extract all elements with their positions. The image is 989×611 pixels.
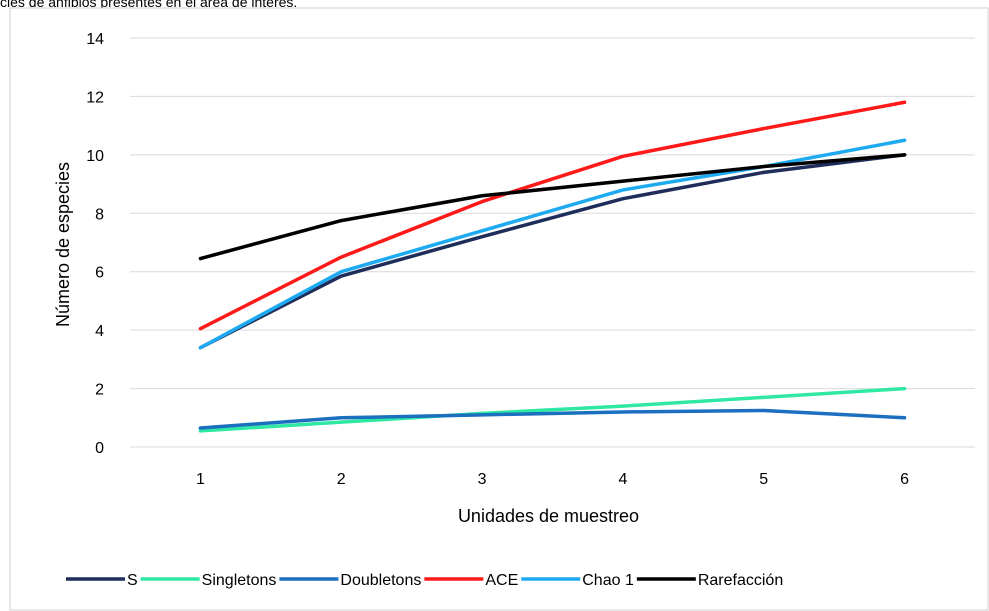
legend-label: Doubletons bbox=[340, 572, 421, 589]
figure-caption: cies de anfibios presentes en el área de… bbox=[0, 0, 298, 10]
gridlines bbox=[130, 37, 975, 448]
legend-label: Rarefacción bbox=[698, 572, 783, 589]
y-axis-title: Número de especies bbox=[53, 162, 73, 327]
y-tick-label: 2 bbox=[95, 382, 104, 399]
y-tick-label: 8 bbox=[95, 206, 104, 223]
series-line bbox=[198, 408, 907, 430]
x-tick-label: 4 bbox=[618, 471, 627, 488]
y-tick-labels: 0 2 4 6 8 10 12 14 bbox=[86, 31, 104, 457]
legend-label: Chao 1 bbox=[582, 572, 634, 589]
x-tick-label: 5 bbox=[759, 471, 768, 488]
x-tick-labels: 1 2 3 4 5 6 bbox=[196, 471, 909, 488]
series-line bbox=[198, 138, 907, 350]
x-tick-label: 1 bbox=[196, 471, 205, 488]
legend-label: S bbox=[127, 572, 138, 589]
y-tick-label: 6 bbox=[95, 265, 104, 282]
series-line bbox=[198, 100, 907, 331]
legend-label: Singletons bbox=[202, 572, 277, 589]
y-tick-label: 0 bbox=[95, 440, 104, 457]
chart-frame bbox=[9, 7, 989, 611]
x-tick-label: 2 bbox=[337, 471, 346, 488]
x-tick-label: 3 bbox=[478, 471, 487, 488]
y-tick-label: 12 bbox=[86, 89, 104, 106]
x-tick-label: 6 bbox=[900, 471, 909, 488]
y-tick-label: 14 bbox=[86, 31, 104, 48]
x-axis-title: Unidades de muestreo bbox=[458, 506, 639, 526]
y-tick-label: 4 bbox=[95, 323, 104, 340]
legend: S Singletons Doubletons ACE Chao 1 Rarefacció… bbox=[66, 572, 783, 589]
y-tick-label: 10 bbox=[86, 148, 104, 165]
series-line bbox=[198, 153, 907, 350]
series-line bbox=[198, 386, 907, 433]
series-line bbox=[198, 153, 907, 261]
series-lines bbox=[198, 100, 907, 433]
legend-label: ACE bbox=[485, 572, 518, 589]
